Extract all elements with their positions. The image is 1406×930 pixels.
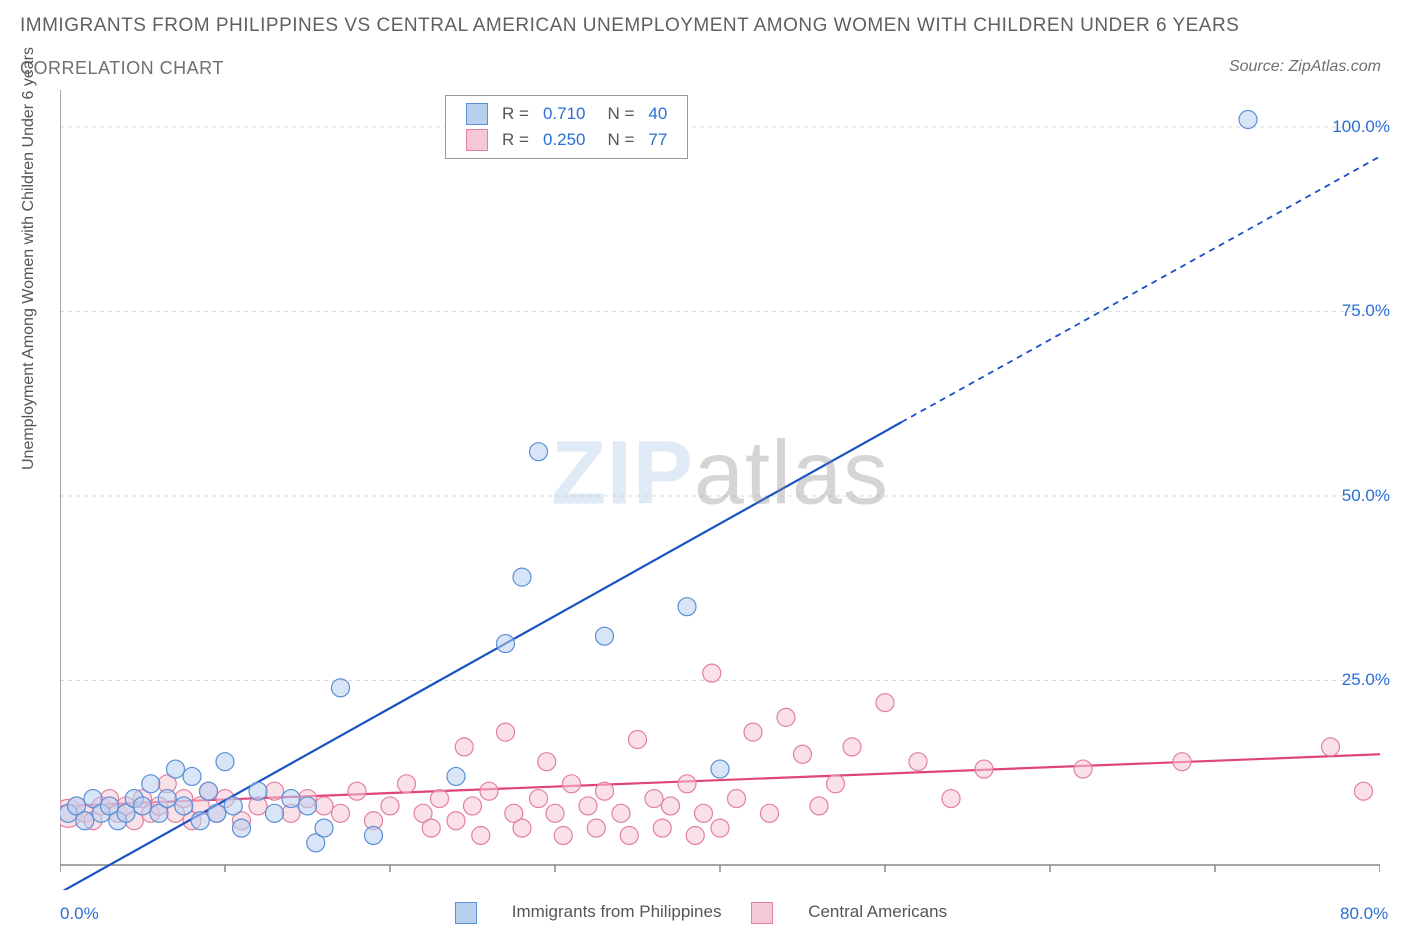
x-tick-label: 80.0% xyxy=(1340,904,1388,924)
legend-correlation-box: R =0.710N =40R =0.250N =77 xyxy=(445,95,688,159)
legend-item: Central Americans xyxy=(751,902,947,921)
scatter-chart xyxy=(60,90,1380,890)
y-axis-label: Unemployment Among Women with Children U… xyxy=(20,47,38,470)
source-attribution: Source: ZipAtlas.com xyxy=(1229,58,1381,76)
y-tick-label: 25.0% xyxy=(1342,670,1390,690)
chart-title-main: IMMIGRANTS FROM PHILIPPINES VS CENTRAL A… xyxy=(20,15,1239,37)
chart-title-sub: CORRELATION CHART xyxy=(20,58,224,79)
y-tick-label: 50.0% xyxy=(1342,486,1390,506)
legend-item: Immigrants from Philippines xyxy=(455,902,721,921)
y-tick-label: 100.0% xyxy=(1332,117,1390,137)
x-tick-label: 0.0% xyxy=(60,904,99,924)
legend-series: Immigrants from Philippines Central Amer… xyxy=(455,902,977,924)
chart-area: ZIPatlas xyxy=(60,90,1380,890)
y-tick-label: 75.0% xyxy=(1342,301,1390,321)
legend-correlation-table: R =0.710N =40R =0.250N =77 xyxy=(458,100,675,154)
